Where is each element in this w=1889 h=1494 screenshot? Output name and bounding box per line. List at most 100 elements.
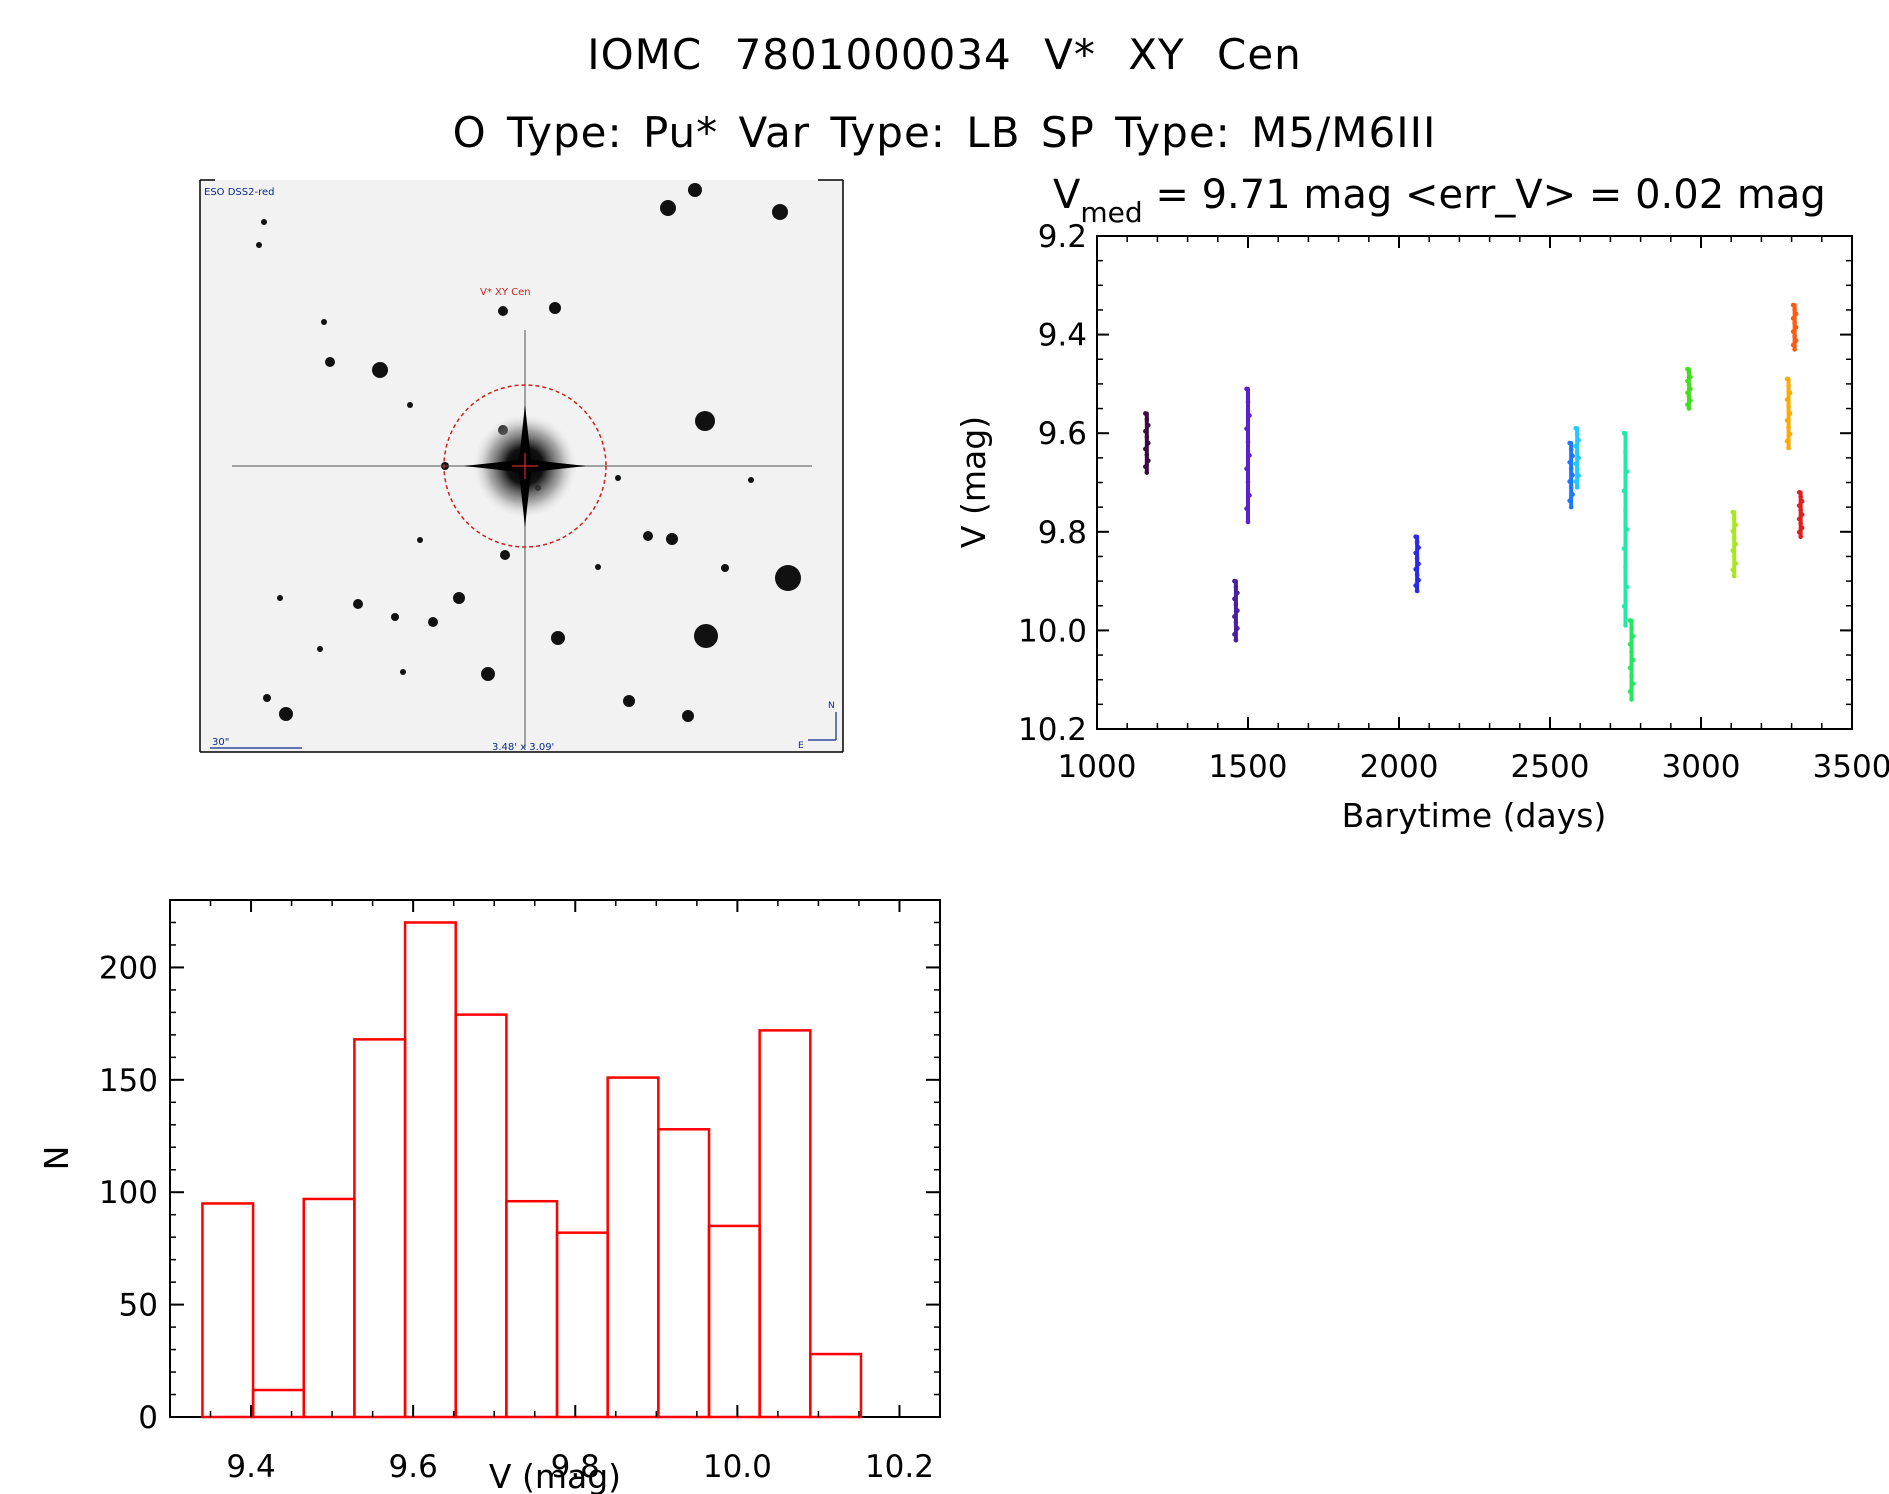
lc-ytick-label: 9.6 <box>1038 416 1087 452</box>
lc-point <box>1798 507 1803 513</box>
lc-point <box>1799 498 1805 504</box>
lc-point <box>1796 490 1802 495</box>
histogram-chart: 9.4 9.6 9.8 10.0 10.2 0 50 100 150 200 V (mag) N <box>37 899 941 1494</box>
lc-point <box>1627 689 1633 694</box>
field-star <box>721 564 729 572</box>
field-star <box>407 402 413 408</box>
lc-point <box>1567 459 1572 465</box>
field-star <box>775 565 801 591</box>
lc-point <box>1798 534 1803 540</box>
lc-point <box>1146 458 1151 464</box>
lc-point <box>1245 479 1251 485</box>
lc-xtick-label: 2000 <box>1360 749 1439 785</box>
field-star <box>372 362 388 378</box>
lc-point <box>1568 485 1574 491</box>
lc-point <box>1245 399 1251 405</box>
field-star <box>695 411 715 431</box>
histogram-bar <box>403 921 457 1419</box>
lc-xtick-label: 1000 <box>1058 749 1137 785</box>
light-curve-ylabel: V (mag) <box>954 416 993 548</box>
lc-point <box>1413 550 1418 556</box>
object-type-line: O Type: Pu* Var Type: LB SP Type: M5/M6I… <box>452 108 1437 157</box>
lc-point <box>1567 479 1572 484</box>
field-star <box>261 219 267 225</box>
field-star <box>428 617 438 627</box>
histogram-bar <box>657 1128 711 1419</box>
lc-point <box>1244 386 1249 392</box>
field-star <box>417 537 423 543</box>
lc-point <box>1796 503 1802 508</box>
lc-xtick-label: 1500 <box>1209 749 1288 785</box>
histogram-bar <box>707 1224 761 1419</box>
histogram-ylabel: N <box>37 1146 76 1171</box>
hist-ytick-label: 150 <box>99 1063 158 1099</box>
field-star <box>400 669 406 675</box>
lc-point <box>1623 450 1628 455</box>
lc-point <box>1784 376 1790 382</box>
lc-point <box>1731 516 1737 521</box>
lc-point <box>1416 545 1421 550</box>
histogram-bar <box>555 1231 609 1419</box>
lc-point <box>1787 390 1793 396</box>
lc-point <box>1235 608 1240 613</box>
lc-point <box>1623 507 1628 513</box>
lc-point <box>1790 302 1796 308</box>
lc-point <box>1784 418 1790 423</box>
lc-ytick-label: 9.8 <box>1038 515 1087 551</box>
lc-point <box>1627 641 1633 647</box>
histogram-xlabel: V (mag) <box>489 1457 621 1494</box>
lc-point <box>1144 434 1150 440</box>
lc-point <box>1688 374 1693 380</box>
lc-point <box>1686 394 1692 400</box>
field-star <box>623 695 635 707</box>
lc-point <box>1576 473 1581 478</box>
lc-point <box>1232 614 1237 619</box>
field-star <box>660 200 676 216</box>
lc-ytick-label: 9.2 <box>1038 219 1087 255</box>
lc-point <box>1786 445 1791 451</box>
lc-point <box>1414 572 1420 577</box>
histogram-bar <box>606 1076 660 1419</box>
lc-point <box>1574 467 1580 472</box>
lc-point <box>1627 618 1633 623</box>
field-star <box>549 302 561 314</box>
field-star <box>748 477 754 483</box>
lc-point <box>1574 431 1580 437</box>
hist-xtick-label: 9.4 <box>226 1449 275 1485</box>
lc-point <box>1790 316 1796 321</box>
lc-xtick-label: 3000 <box>1662 749 1741 785</box>
lc-point <box>1731 573 1737 579</box>
histogram-bar <box>201 1202 255 1419</box>
lc-point <box>1244 466 1249 471</box>
lc-point <box>1630 681 1636 686</box>
lc-point <box>1235 626 1240 631</box>
lc-point <box>1621 488 1627 494</box>
lc-point <box>1786 383 1791 389</box>
lc-point <box>1686 382 1692 388</box>
lc-point <box>1730 567 1736 573</box>
lc-point <box>1568 447 1574 452</box>
lc-xtick-label: 2500 <box>1511 749 1590 785</box>
lc-point <box>1686 406 1692 411</box>
lc-point <box>1688 398 1693 403</box>
field-star <box>595 564 601 570</box>
lc-point <box>1232 596 1237 602</box>
lc-point <box>1799 525 1805 531</box>
lc-point <box>1143 428 1148 434</box>
field-star <box>317 646 323 652</box>
lc-point <box>1685 366 1690 372</box>
lc-point <box>1416 561 1421 567</box>
lc-point <box>1787 411 1793 416</box>
lc-point <box>1574 449 1580 455</box>
title-rest: = 9.71 mag <err_V> = 0.02 mag <box>1143 172 1826 218</box>
lc-point <box>1731 554 1737 560</box>
lc-point <box>1233 584 1239 590</box>
lc-point <box>1796 516 1802 522</box>
lc-ytick-label: 10.2 <box>1018 712 1087 748</box>
light-curve-frame <box>1096 235 1853 730</box>
lc-point <box>1245 519 1251 525</box>
lc-point <box>1570 472 1575 478</box>
hist-xtick-label: 10.0 <box>703 1449 772 1485</box>
lc-point <box>1629 649 1634 655</box>
